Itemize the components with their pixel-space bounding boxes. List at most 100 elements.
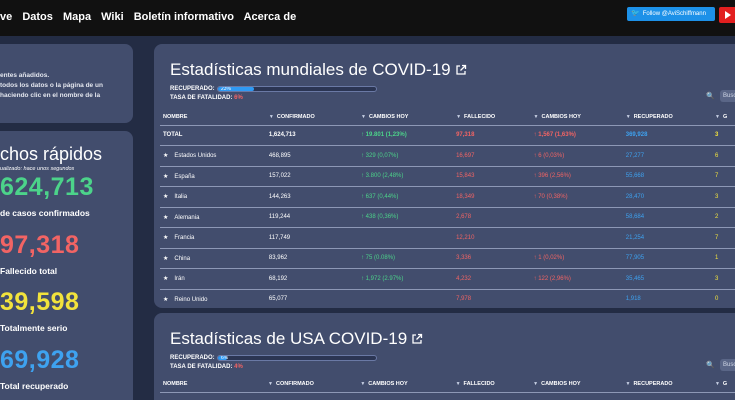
table-cell-name[interactable]: ★ Irán xyxy=(160,268,269,290)
col-header-recovered[interactable]: ▼ RECUPERADO xyxy=(625,110,716,126)
cell-deaths: 3,336 xyxy=(456,255,472,262)
col-header-name[interactable]: NOMBRE xyxy=(160,377,269,393)
world-stats-table: NOMBRE ▼ CONFIRMADO ▼ CAMBIOS HOY ▼ FALLECI… xyxy=(160,110,735,308)
col-header-death-changes[interactable]: ▼ CAMBIOS HOY xyxy=(533,110,626,126)
table-cell-name[interactable]: ★ España xyxy=(160,166,269,187)
table-row[interactable]: ★ España 157,022 ↑ 3.800 (2,48%) 15,843 ↑ 396… xyxy=(160,166,735,187)
twitter-follow-label: Follow @AviSchiffmann xyxy=(642,11,706,17)
usa-search-input[interactable]: Busc xyxy=(720,359,735,371)
favorite-star-icon[interactable]: ★ xyxy=(163,296,169,303)
world-fatality-row: TASA DE FATALIDAD: 6% xyxy=(170,95,243,101)
usa-recovered-bar-fill xyxy=(218,356,228,360)
nav-item-acerca[interactable]: Acerca de xyxy=(243,11,297,23)
col-header-confirmed[interactable]: ▼ CONFIRMADO xyxy=(268,110,362,126)
col-header-changes-today[interactable]: ▼ CAMBIOS HOY xyxy=(361,110,457,126)
usa-stats-title-wrap: Estadísticas de USA COVID-19 xyxy=(170,329,423,350)
table-cell-deaths: 12,210 xyxy=(456,227,534,249)
table-row[interactable]: ★ Italia 144,263 ↑ 637 (0,44%) 18,349 ↑ 70 (0… xyxy=(160,186,735,208)
table-cell-recovered: 27,277 xyxy=(625,145,716,167)
info-card: entes añadidos. todos los datos o la pág… xyxy=(0,44,133,123)
table-cell-confirmed: 468,895 xyxy=(268,145,362,167)
col-header-deaths[interactable]: ▼ FALLECIDO xyxy=(455,377,534,393)
table-row[interactable]: ★ Alemania 119,244 ↑ 438 (0,36%) 2,678 58,684… xyxy=(160,207,735,228)
table-cell-confirmed: 83,962 xyxy=(268,248,362,269)
favorite-star-icon[interactable]: ★ xyxy=(163,214,169,221)
col-header-changes-today[interactable]: ▼ CAMBIOS HOY xyxy=(360,377,456,393)
cell-recovered: 28,470 xyxy=(625,193,645,200)
nav-item-boletin[interactable]: Boletín informativo xyxy=(133,11,234,23)
favorite-star-icon[interactable]: ★ xyxy=(163,235,169,242)
twitter-follow-button[interactable]: 🐦 Follow @AviSchiffmann xyxy=(627,7,715,21)
main-nav: ve Datos Mapa Wiki Boletín informativo A… xyxy=(0,11,303,23)
external-link-icon[interactable] xyxy=(411,330,423,350)
cell-change: ↑ 329 (0,07%) xyxy=(361,152,399,159)
table-row[interactable]: ★ Reino Unido 65,077 7,978 1,918 0 xyxy=(160,289,735,308)
table-row[interactable]: TOTAL 1,624,713 ↑ 19.801 (1,23%) 97,318 ↑ 1,… xyxy=(160,125,735,146)
cell-g: 1 xyxy=(715,255,719,262)
table-cell-change: ↑ 19.801 (1,23%) xyxy=(361,125,457,146)
world-recovered-bar-fill xyxy=(218,87,255,91)
cell-confirmed: 157,022 xyxy=(268,173,291,180)
table-cell-name[interactable]: ★ Estados Unidos xyxy=(160,145,269,167)
nav-item-datos[interactable]: Datos xyxy=(22,11,53,23)
table-cell-name[interactable]: ★ China xyxy=(160,248,269,269)
table-row[interactable]: ★ China 83,962 ↑ 75 (0.08%) 3,336 ↑ 1 (0,02%)… xyxy=(160,248,735,269)
table-cell-recovered: 58,684 xyxy=(625,207,716,228)
search-icon: 🔍 xyxy=(706,362,715,369)
cell-confirmed: 117,749 xyxy=(268,234,291,241)
cell-recovered: 35,465 xyxy=(625,275,645,282)
cell-deaths: 4,232 xyxy=(456,275,472,282)
table-cell-name[interactable]: ★ Reino Unido xyxy=(160,289,269,308)
cell-name: Italia xyxy=(174,194,188,201)
external-link-icon[interactable] xyxy=(455,61,467,81)
table-row[interactable]: ★ Estados Unidos 468,895 ↑ 329 (0,07%) 16,69… xyxy=(160,145,735,167)
table-cell-name[interactable]: ★ Francia xyxy=(160,227,269,249)
table-cell-name[interactable]: TOTAL xyxy=(160,125,269,146)
table-cell-name[interactable]: ★ Alemania xyxy=(160,207,269,228)
table-cell-confirmed: 65,077 xyxy=(268,289,362,308)
favorite-star-icon[interactable]: ★ xyxy=(163,255,169,262)
favorite-star-icon[interactable]: ★ xyxy=(163,153,169,160)
col-header-g[interactable]: ▼ G xyxy=(715,110,735,126)
table-cell-deaths: 4,232 xyxy=(456,268,534,290)
nav-item-wiki[interactable]: Wiki xyxy=(101,11,124,23)
cell-confirmed: 119,244 xyxy=(268,214,291,221)
usa-recovered-pct: 6% xyxy=(221,355,229,361)
table-cell-recovered: 21,254 xyxy=(625,227,716,249)
cell-name: Irán xyxy=(174,276,185,283)
col-header-death-changes[interactable]: ▼ CAMBIOS HOY xyxy=(533,377,626,393)
favorite-star-icon[interactable]: ★ xyxy=(163,276,169,283)
cell-deaths: 15,843 xyxy=(456,173,475,180)
youtube-button[interactable] xyxy=(719,7,735,23)
col-header-recovered[interactable]: ▼ RECUPERADO xyxy=(625,377,715,393)
table-cell-confirmed: 144,263 xyxy=(268,186,362,208)
col-header-confirmed[interactable]: ▼ CONFIRMADO xyxy=(268,377,361,393)
nav-item-mapa[interactable]: Mapa xyxy=(62,11,92,23)
cell-g: 0 xyxy=(715,296,719,303)
table-cell-change: ↑ 438 (0,36%) xyxy=(361,207,457,228)
col-header-deaths[interactable]: ▼ FALLECIDO xyxy=(456,110,534,126)
cell-name: Alemania xyxy=(174,214,200,221)
favorite-star-icon[interactable]: ★ xyxy=(163,194,169,201)
table-cell-name[interactable]: ★ Italia xyxy=(160,186,269,208)
table-row[interactable]: ★ Francia 117,749 12,210 21,254 7 xyxy=(160,227,735,249)
world-recovered-label: RECUPERADO: xyxy=(170,86,215,92)
cell-recovered: 27,277 xyxy=(625,152,645,159)
cell-confirmed: 468,895 xyxy=(268,152,291,159)
cell-recovered: 55,668 xyxy=(625,173,645,180)
cell-deaths: 97,318 xyxy=(456,132,475,139)
nav-item-home[interactable]: ve xyxy=(0,11,13,23)
cell-change: ↑ 19.801 (1,23%) xyxy=(361,132,407,139)
table-cell-dchange: ↑ 396 (2,56%) xyxy=(533,166,626,187)
table-cell-dchange xyxy=(533,227,626,249)
col-header-name[interactable]: NOMBRE xyxy=(160,110,269,126)
world-search-input[interactable]: Busc xyxy=(720,90,735,102)
col-header-g[interactable]: ▼ G xyxy=(714,377,735,393)
search-icon: 🔍 xyxy=(706,93,715,100)
usa-fatality-label: TASA DE FATALIDAD: xyxy=(170,364,233,370)
table-cell-deaths: 2,678 xyxy=(456,207,534,228)
favorite-star-icon[interactable]: ★ xyxy=(163,173,169,180)
table-cell-recovered: 77,905 xyxy=(625,248,716,269)
table-row[interactable]: ★ Irán 68,192 ↑ 1,972 (2.97%) 4,232 ↑ 122 (2,… xyxy=(160,268,735,290)
total-confirmed-label: de casos confirmados xyxy=(0,208,90,218)
